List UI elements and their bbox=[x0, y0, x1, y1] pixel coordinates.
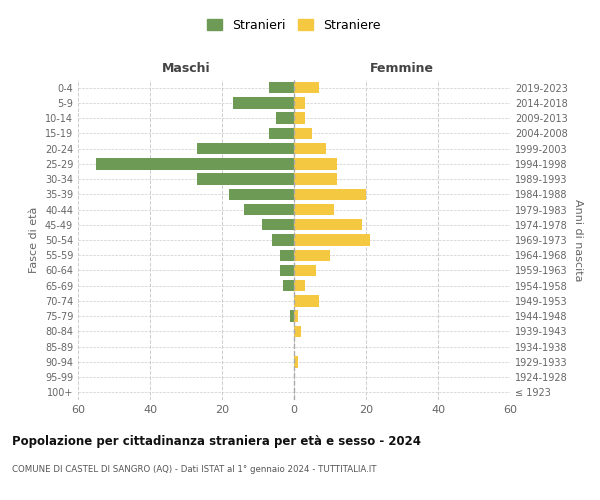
Bar bbox=[269, 128, 294, 139]
Bar bbox=[294, 310, 298, 322]
Bar bbox=[294, 219, 362, 230]
Bar bbox=[283, 280, 294, 291]
Legend: Stranieri, Straniere: Stranieri, Straniere bbox=[202, 14, 386, 37]
Text: Maschi: Maschi bbox=[161, 62, 211, 75]
Bar bbox=[244, 204, 294, 215]
Bar bbox=[280, 250, 294, 261]
Bar bbox=[280, 265, 294, 276]
Bar bbox=[294, 295, 319, 306]
Bar bbox=[229, 188, 294, 200]
Bar bbox=[294, 265, 316, 276]
Bar bbox=[294, 128, 312, 139]
Bar bbox=[294, 356, 298, 368]
Bar bbox=[294, 188, 366, 200]
Bar bbox=[294, 234, 370, 246]
Bar bbox=[294, 280, 305, 291]
Bar bbox=[294, 112, 305, 124]
Bar bbox=[197, 143, 294, 154]
Bar bbox=[262, 219, 294, 230]
Bar bbox=[294, 250, 330, 261]
Bar bbox=[197, 174, 294, 185]
Bar bbox=[276, 112, 294, 124]
Text: Popolazione per cittadinanza straniera per età e sesso - 2024: Popolazione per cittadinanza straniera p… bbox=[12, 435, 421, 448]
Bar bbox=[294, 158, 337, 170]
Y-axis label: Anni di nascita: Anni di nascita bbox=[573, 198, 583, 281]
Text: COMUNE DI CASTEL DI SANGRO (AQ) - Dati ISTAT al 1° gennaio 2024 - TUTTITALIA.IT: COMUNE DI CASTEL DI SANGRO (AQ) - Dati I… bbox=[12, 465, 377, 474]
Bar bbox=[294, 97, 305, 108]
Bar bbox=[233, 97, 294, 108]
Bar bbox=[294, 204, 334, 215]
Text: Femmine: Femmine bbox=[370, 62, 434, 75]
Bar bbox=[96, 158, 294, 170]
Bar bbox=[272, 234, 294, 246]
Bar bbox=[294, 326, 301, 337]
Y-axis label: Fasce di età: Fasce di età bbox=[29, 207, 39, 273]
Bar bbox=[290, 310, 294, 322]
Bar bbox=[269, 82, 294, 94]
Bar bbox=[294, 143, 326, 154]
Bar bbox=[294, 82, 319, 94]
Bar bbox=[294, 174, 337, 185]
